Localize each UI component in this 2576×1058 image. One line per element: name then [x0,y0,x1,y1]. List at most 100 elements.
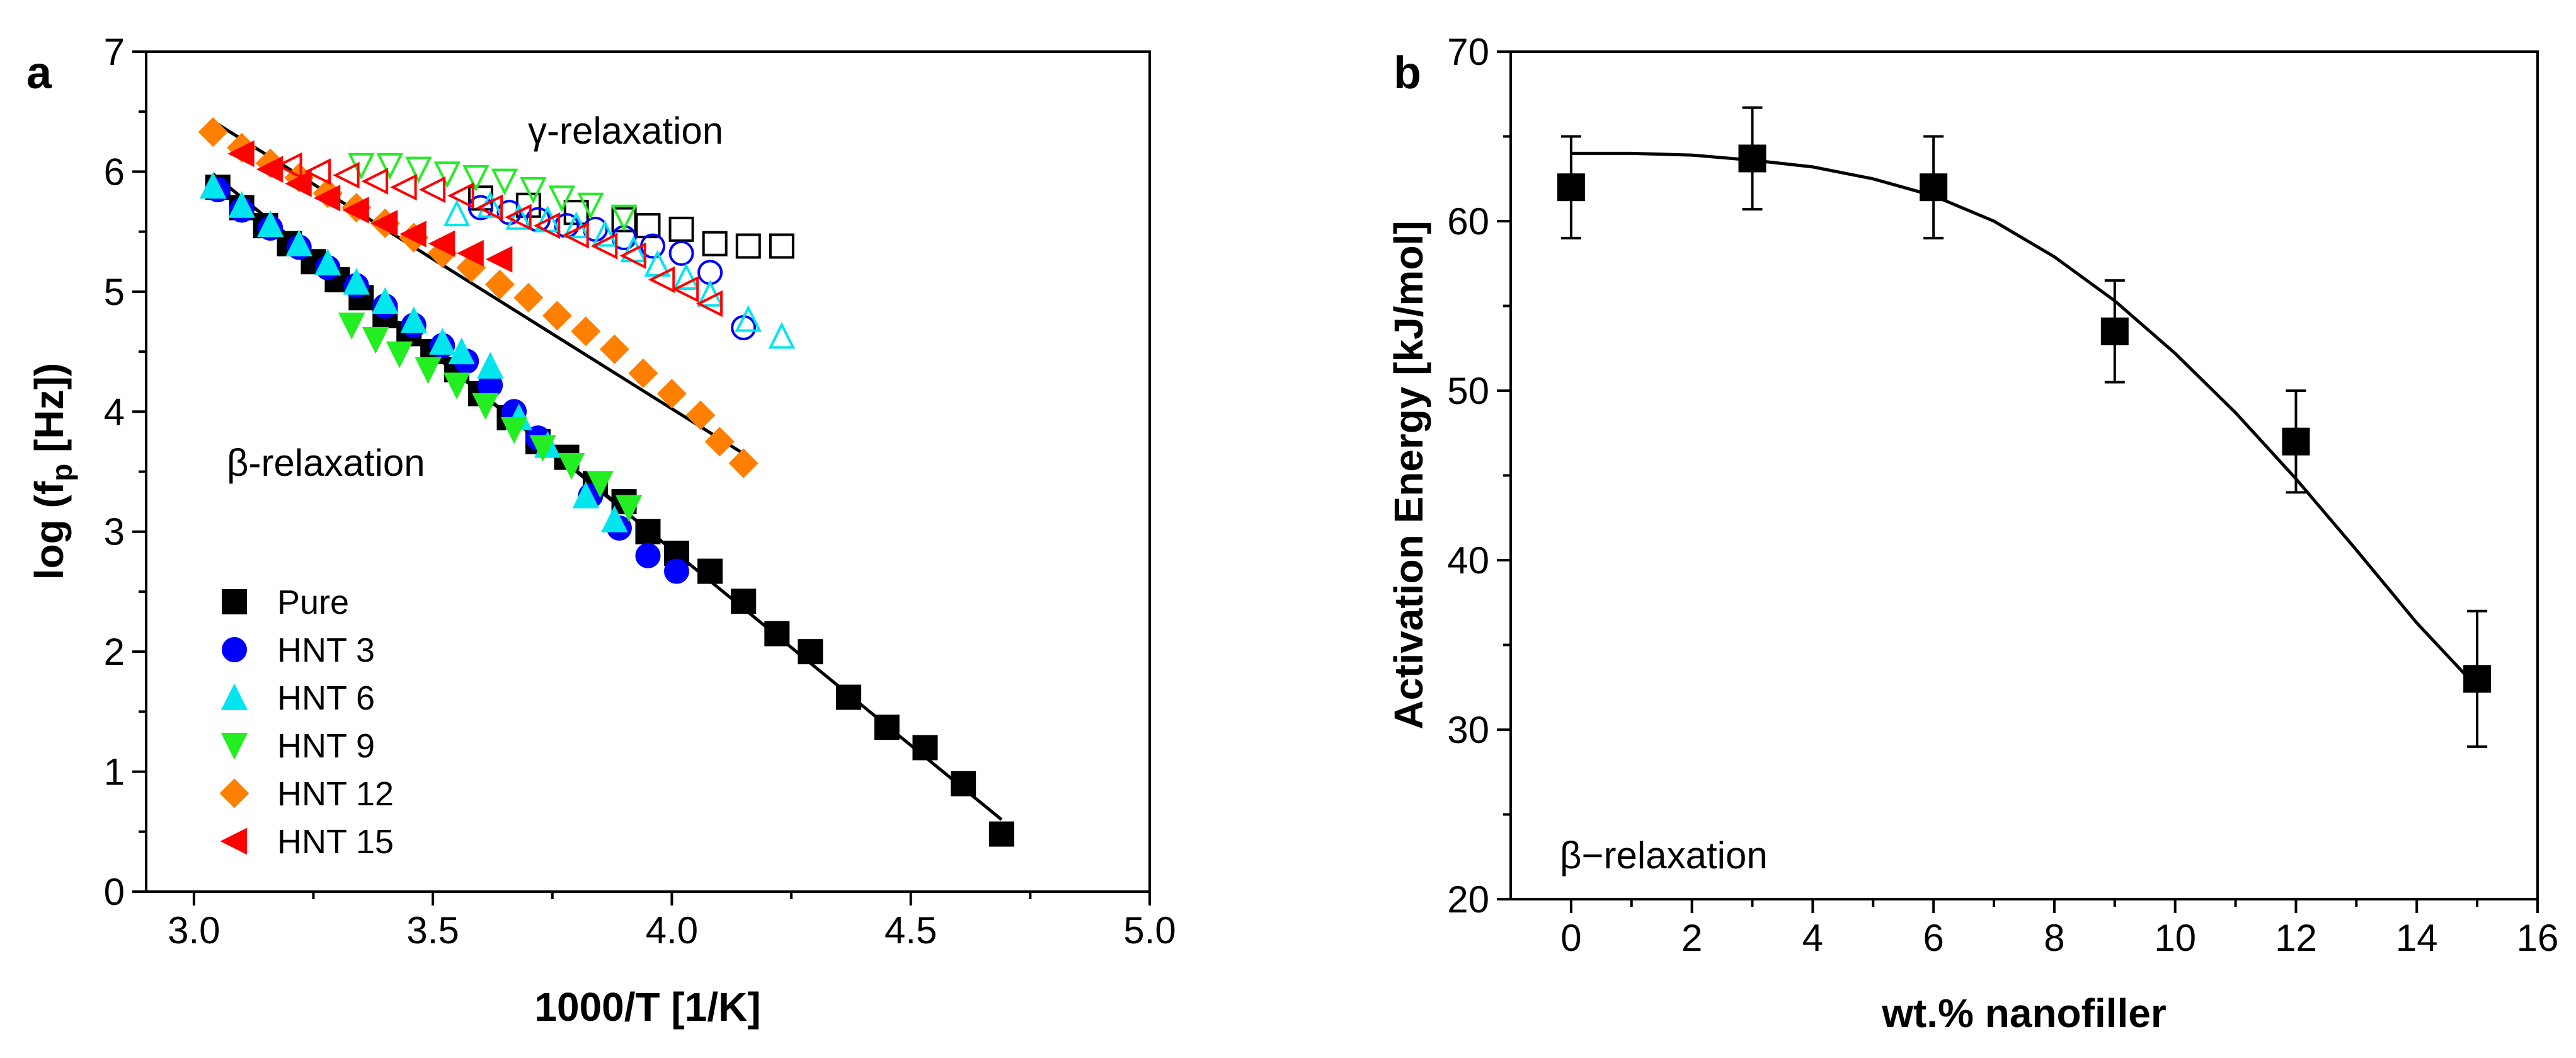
point-gamma-hnt-15 [304,158,331,185]
b-fit-curve [1571,151,2478,689]
legend-marker-hnt-9 [220,733,248,760]
point-beta-hnt-6 [400,306,428,333]
point-beta-hnt-12 [685,400,716,430]
point-gamma-hnt-9 [433,161,461,188]
point-beta-hnt-12 [728,448,758,478]
point-gamma-pure [769,233,794,259]
x-tick-label-b: 12 [2275,917,2317,959]
legend-label-hnt-3: HNT 3 [277,631,375,669]
point-gamma-hnt-6 [443,199,471,227]
point-beta-hnt-6 [572,481,600,509]
y-tick-label-a: 3 [104,511,125,553]
point-beta-pure [731,589,757,614]
point-gamma-hnt-3 [668,240,694,266]
data-point [2100,317,2129,345]
point-gamma-hnt-15 [533,212,561,239]
point-gamma-hnt-3 [468,195,493,221]
y-tick-label-b: 20 [1447,878,1489,921]
y-tick-label-b: 30 [1447,709,1489,751]
point-beta-hnt-12 [704,427,735,457]
point-beta-pure [836,684,862,710]
point-beta-hnt-9 [362,327,389,354]
y-tick-label-a: 2 [104,631,125,673]
point-gamma-hnt-15 [447,182,474,209]
point-beta-hnt-12 [571,316,601,347]
point-beta-pure [951,771,976,796]
point-beta-hnt-9 [338,313,365,340]
point-gamma-hnt-9 [548,185,576,212]
x-axis-title-a: 1000/T [1/K] [534,984,760,1030]
panel-a: 3.0 3.5 4.0 4.5 5.0 0 1 2 3 4 5 6 7 Pure HNT 3 HNT 6 HN… [26,31,1176,1030]
y-tick-label-b: 40 [1447,539,1489,582]
point-gamma-pure [735,233,761,259]
point-beta-hnt-12 [656,379,687,409]
point-beta-hnt-15 [457,239,484,267]
point-beta-hnt-9 [415,357,442,384]
y-tick-label-a: 6 [104,151,125,193]
x-tick-label-b: 14 [2396,917,2438,959]
point-gamma-hnt-6 [735,305,762,332]
x-tick-label-b: 0 [1560,917,1581,959]
point-beta-pure [798,639,823,665]
data-point [2282,427,2310,456]
y-axis-title-a: log (fp [Hz]) [26,363,78,580]
point-beta-hnt-9 [386,341,413,369]
a-data-points [198,117,1014,847]
beta-relaxation-label-b: β−relaxation [1560,834,1768,877]
point-beta-hnt-6 [228,191,255,218]
b-data-points [1557,106,2492,748]
x-tick-label-a: 3.5 [406,909,459,952]
point-beta-hnt-6 [448,337,475,365]
legend-marker-hnt-3 [222,637,247,662]
panel-label-b: b [1394,48,1421,98]
data-point [1738,144,1766,173]
point-beta-hnt-12 [599,334,629,364]
point-beta-hnt-15 [342,197,369,224]
point-beta-hnt-15 [313,185,341,212]
point-gamma-hnt-15 [418,176,446,204]
y-tick-label-b: 70 [1447,31,1489,73]
point-gamma-hnt-15 [275,152,302,180]
legend-label-hnt-12: HNT 12 [277,775,394,813]
point-beta-hnt-12 [198,117,228,147]
point-gamma-hnt-15 [696,290,723,318]
point-beta-hnt-9 [558,452,585,480]
point-gamma-hnt-9 [610,204,638,232]
point-beta-hnt-15 [256,156,283,183]
point-beta-hnt-12 [513,282,544,313]
point-gamma-pure [668,216,694,242]
y-tick-label-b: 60 [1447,200,1489,243]
point-beta-pure [764,621,790,647]
point-gamma-pure [635,213,661,239]
point-gamma-hnt-6 [505,203,532,230]
point-gamma-hnt-6 [672,263,700,290]
point-beta-hnt-15 [370,210,398,237]
point-beta-pure [635,519,661,544]
point-beta-hnt-12 [542,301,572,331]
point-gamma-hnt-15 [648,266,675,294]
point-beta-hnt-15 [399,221,426,248]
point-gamma-hnt-9 [462,164,489,192]
panel-b: 0 2 4 6 8 10 12 14 16 20 30 40 50 60 70 b β−relaxation… [1386,31,2558,1036]
data-point [1557,173,1585,202]
point-beta-hnt-15 [485,246,513,273]
point-gamma-hnt-9 [491,168,518,196]
data-point [1920,173,1948,202]
a-legend: Pure HNT 3 HNT 6 HNT 9 HNT 12 HNT 15 [219,584,394,861]
y-tick-label-a: 1 [104,751,125,793]
point-gamma-pure [702,231,728,256]
point-beta-pure [912,735,938,761]
point-beta-hnt-6 [256,210,284,238]
legend-label-hnt-9: HNT 9 [277,727,375,765]
point-gamma-hnt-15 [562,222,589,249]
gamma-relaxation-label: γ-relaxation [528,110,723,152]
point-gamma-hnt-15 [505,204,532,231]
x-tick-label-a: 3.0 [168,909,220,952]
point-gamma-hnt-6 [591,219,619,247]
point-beta-hnt-6 [476,352,504,379]
point-beta-hnt-9 [587,471,614,498]
legend-label-hnt-15: HNT 15 [277,823,394,861]
point-beta-hnt-3 [664,558,690,584]
fit-curve [1571,151,2478,689]
point-gamma-hnt-15 [619,242,646,269]
